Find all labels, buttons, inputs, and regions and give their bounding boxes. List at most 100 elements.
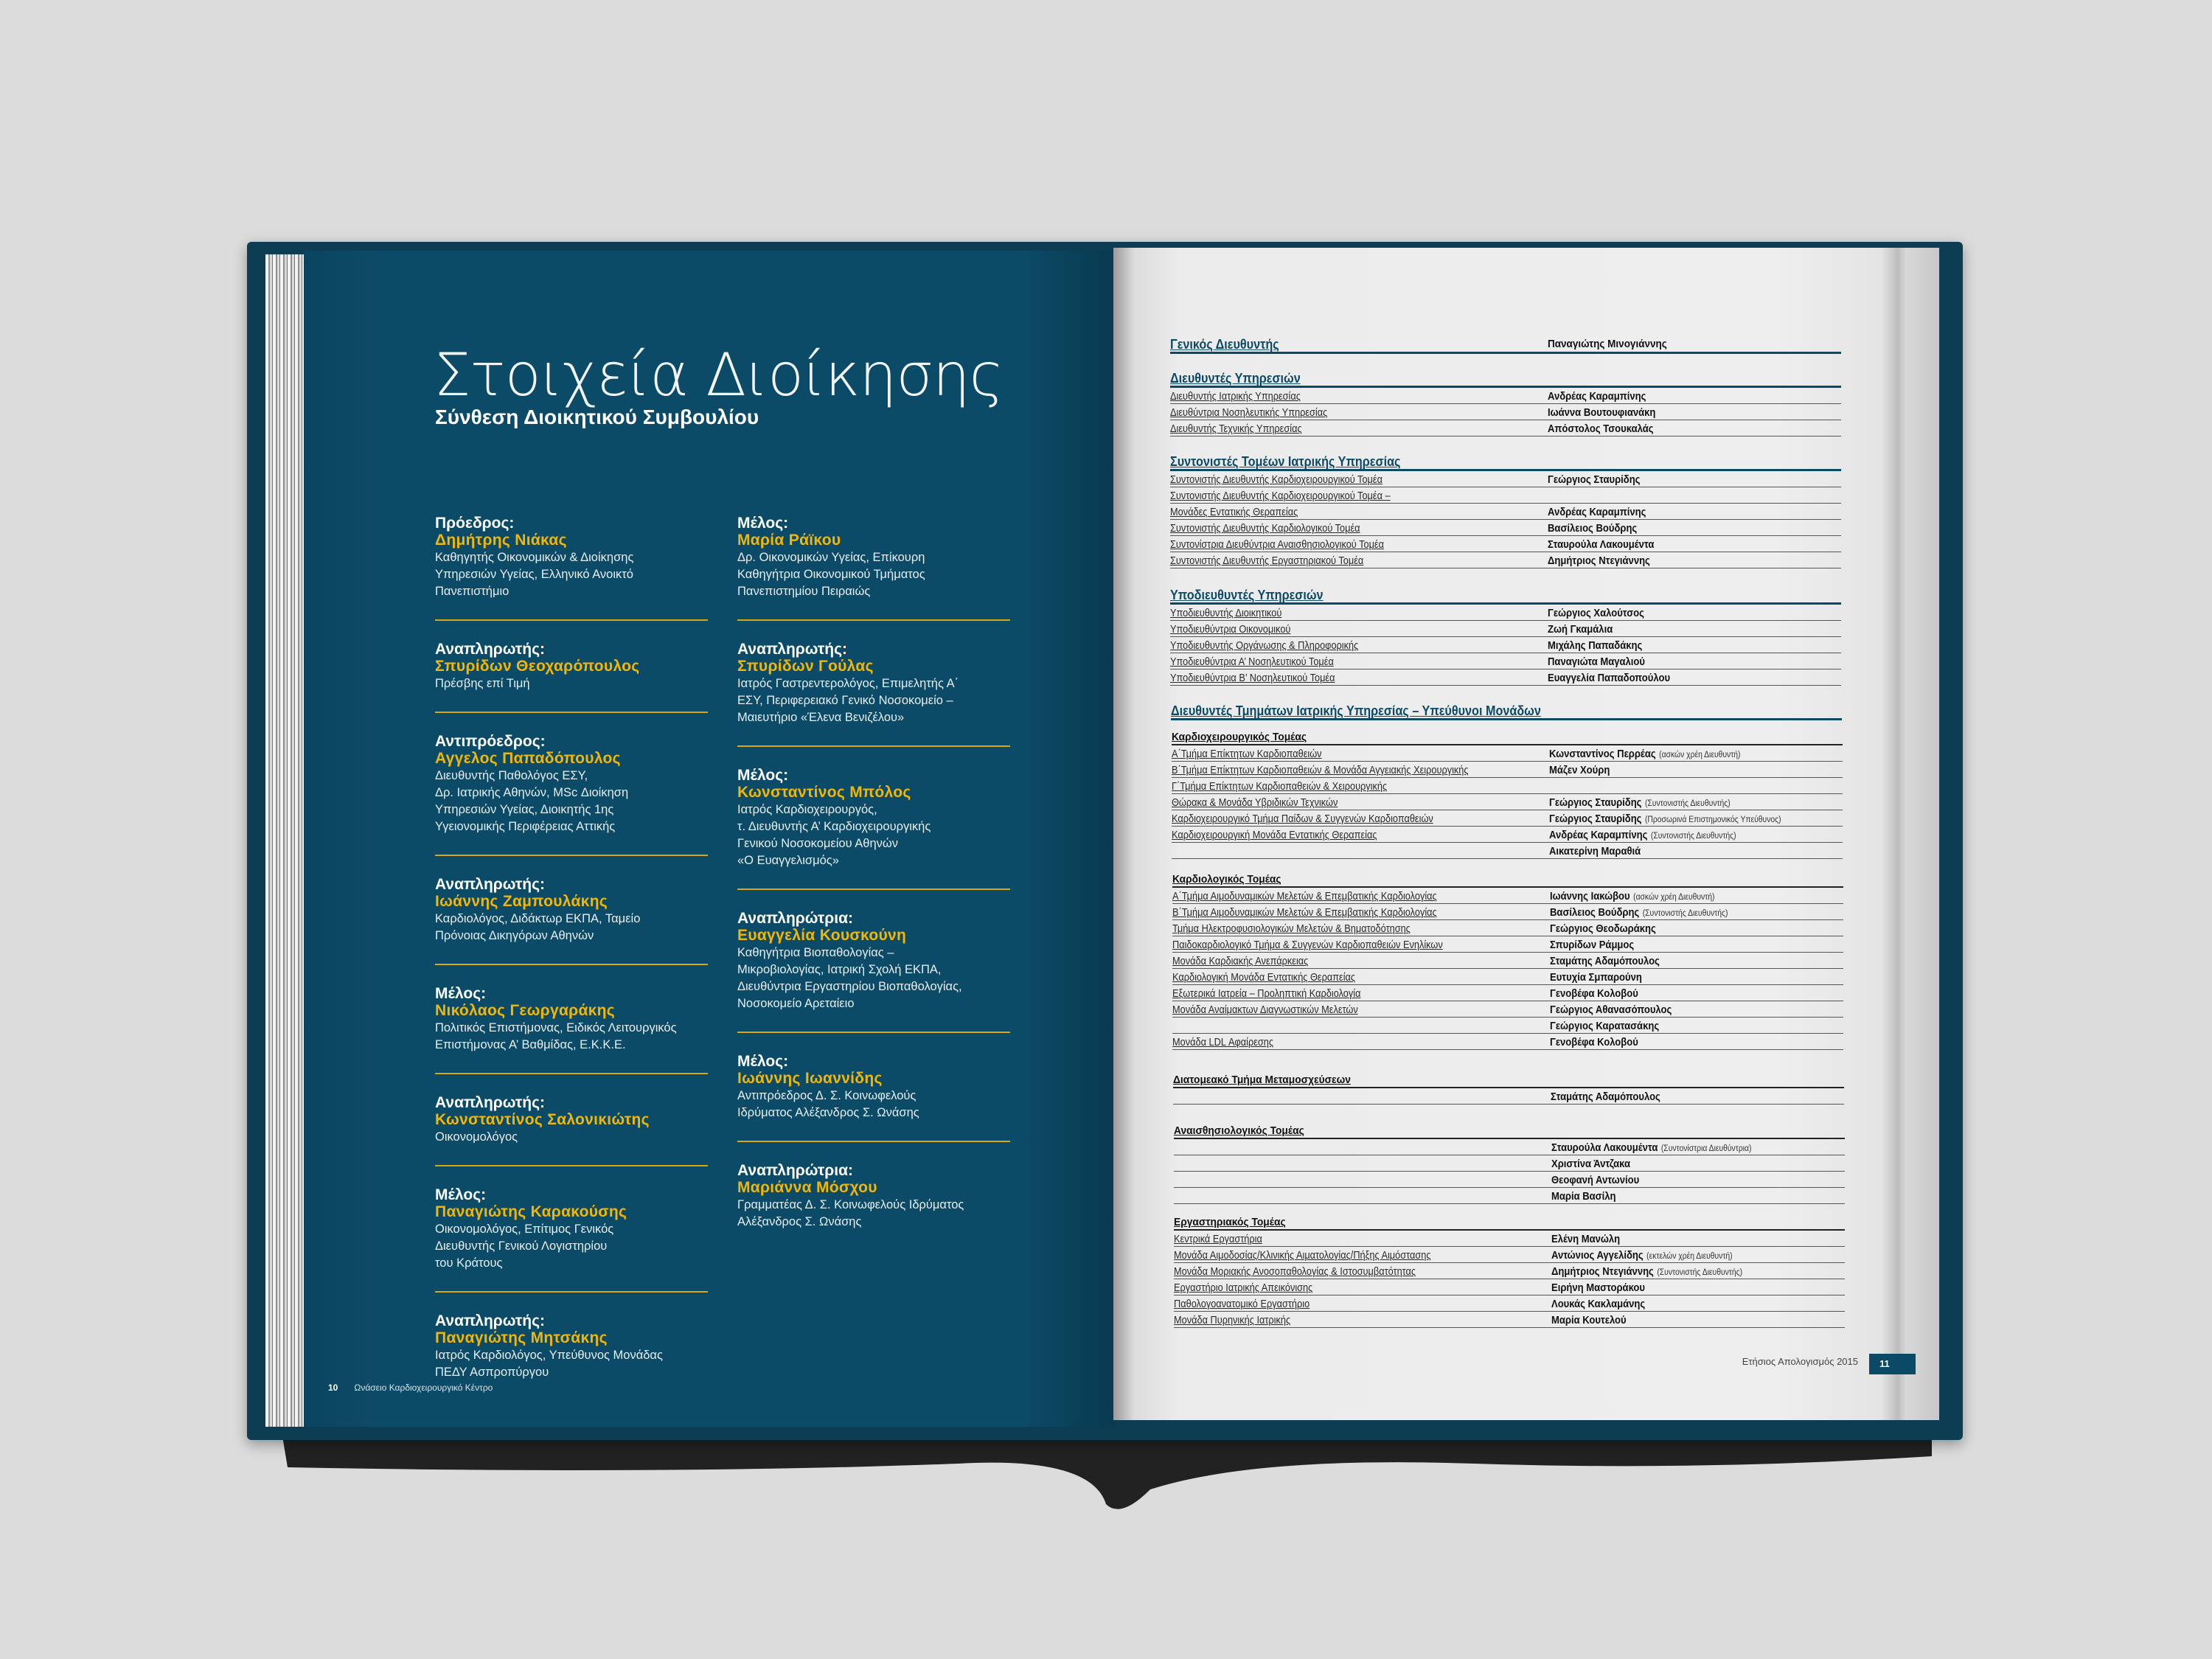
person-name: Θεοφανή Αντωνίου [1551, 1175, 1639, 1186]
person-name-text: Ελένη Μανώλη [1551, 1234, 1621, 1245]
left-page: Στοιχεία Διοίκησης Σύνθεση Διοικητικού Σ… [304, 251, 1115, 1427]
person-name-text: Κωνσταντίνος Περρέας [1549, 748, 1656, 760]
member-role: Αντιπρόεδρος: [435, 733, 546, 750]
member-name: Ιωάννης Ζαμπουλάκης [435, 893, 608, 910]
section-heading: Διευθυντές Υπηρεσιών [1170, 369, 1841, 388]
person-name-text: Λουκάς Κακλαμάνης [1551, 1298, 1646, 1310]
person-name-text: Γεώργιος Χαλούτσος [1548, 608, 1644, 619]
person-name-text: Σταμάτης Αδαμόπουλος [1551, 1091, 1660, 1103]
directory-section: Διευθυντές Υπηρεσιών Διευθυντής Ιατρικής … [1170, 369, 1841, 437]
position-label: Μονάδα LDL Αφαίρεσης [1172, 1037, 1274, 1048]
table-row: Συντονιστής Διευθυντής Καρδιοχειρουργικο… [1170, 471, 1841, 487]
person-name: Ανδρέας Καραμπίνης [1548, 507, 1646, 518]
section-title: Καρδιολογικός Τομέας [1172, 873, 1281, 886]
table-row: Καρδιοχειρουργική Μονάδα Εντατικής Θεραπ… [1172, 827, 1843, 843]
table-row: Συντονιστής Διευθυντής Καρδιοχειρουργικο… [1170, 487, 1841, 504]
board-member: Αναπληρώτρια: Μαριάννα Μόσχου Γραμματέας Δ… [737, 1162, 1010, 1250]
person-name: Γεώργιος Καρατασάκης [1550, 1020, 1659, 1032]
person-name-text: Δημήτριος Ντεγιάννης [1551, 1266, 1654, 1278]
position-label: Συντονιστής Διευθυντής Εργαστηριακού Τομ… [1170, 555, 1364, 567]
table-row: Συντονιστής Διευθυντής Καρδιολογικού Τομ… [1170, 520, 1841, 536]
table-row: Τμήμα Ηλεκτροφυσιολογικών Μελετών & Βημα… [1172, 920, 1843, 936]
member-description: Ιατρός Καρδιοχειρουργός, τ. Διευθυντής Α… [737, 803, 931, 867]
directory-section: Εργαστηριακός Τομέας Κεντρικά Εργαστήρια Ε… [1174, 1213, 1845, 1328]
member-name: Σπυρίδων Γούλας [737, 658, 874, 675]
person-name-text: Ανδρέας Καραμπίνης [1548, 391, 1646, 403]
table-row: Β΄Τμήμα Αιμοδυναμικών Μελετών & Επεμβατι… [1172, 904, 1843, 920]
page-number: 10 [328, 1382, 338, 1393]
directory-section: Καρδιοχειρουργικός Τομέας Α΄Τμήμα Επίκτητ… [1172, 728, 1843, 859]
page-title: Στοιχεία Διοίκησης [434, 341, 1004, 409]
position-label: Συντονιστής Διευθυντής Καρδιοχειρουργικο… [1170, 490, 1391, 502]
member-role: Αναπληρώτρια: [737, 1162, 854, 1179]
member-description: Οικονομολόγος, Επίτιμος Γενικός Διευθυντ… [435, 1222, 614, 1270]
person-name-text: Γενοβέφα Κολοβού [1550, 988, 1638, 1000]
table-row: Γεώργιος Καρατασάκης [1172, 1018, 1843, 1034]
table-row: Παιδοκαρδιολογικό Τμήμα & Συγγενών Καρδι… [1172, 936, 1843, 953]
section-heading: Υποδιευθυντές Υπηρεσιών [1170, 586, 1841, 605]
person-name-text: Σταυρούλα Λακουμέντα [1548, 539, 1655, 551]
member-description: Καθηγήτρια Βιοπαθολογίας – Μικροβιολογία… [737, 946, 962, 1010]
table-row: Μονάδες Εντατικής Θεραπείας Ανδρέας Καραμ… [1170, 504, 1841, 520]
table-row: Αικατερίνη Μαραθιά [1172, 843, 1843, 859]
right-page: Γενικός Διευθυντής Παναγιώτης Μινογιάννης… [1113, 248, 1939, 1420]
member-name: Ιωάννης Ιωαννίδης [737, 1070, 883, 1087]
person-name-text: Ιωάννα Βουτουφιανάκη [1548, 407, 1656, 419]
section-heading: Εργαστηριακός Τομέας [1174, 1213, 1845, 1231]
section-heading: Διευθυντές Τμημάτων Ιατρικής Υπηρεσίας –… [1171, 702, 1842, 720]
section-heading: Αναισθησιολογικός Τομέας [1174, 1121, 1845, 1139]
position-label: Μονάδα Πυρηνικής Ιατρικής [1174, 1315, 1291, 1326]
table-row: Μονάδα Αιμοδοσίας/Κλινικής Αιματολογίας/… [1174, 1247, 1845, 1263]
person-name: Σταμάτης Αδαμόπουλος [1551, 1091, 1660, 1103]
person-name: Βασίλειος Βούδρης (Συντονιστής Διευθυντής… [1550, 907, 1728, 919]
table-row: Παθολογοανατομικό Εργαστήριο Λουκάς Κακλα… [1174, 1295, 1845, 1312]
person-name-text: Αντώνιος Αγγελίδης [1551, 1250, 1644, 1262]
role-note: (Προσωρινά Επιστημονικός Υπεύθυνος) [1644, 815, 1781, 824]
position-label: Εξωτερικά Ιατρεία – Προληπτική Καρδιολογ… [1172, 988, 1361, 1000]
table-row: Υποδιευθυντής Οργάνωσης & Πληροφορικής Μι… [1170, 637, 1841, 653]
member-name: Δημήτρης Νιάκας [435, 532, 567, 549]
directory-section: Διατομεακό Τμήμα Μεταμοσχεύσεων Σταμάτης … [1173, 1071, 1844, 1105]
table-row: Μονάδα Καρδιακής Ανεπάρκειας Σταμάτης Αδα… [1172, 953, 1843, 969]
table-row: Καρδιοχειρουργικό Τμήμα Παίδων & Συγγενώ… [1172, 810, 1843, 827]
member-name: Ευαγγελία Κουσκούνη [737, 927, 907, 944]
table-row: Μονάδα Αναίμακτων Διαγνωστικών Μελετών Γε… [1172, 1001, 1843, 1018]
board-member: Αναπληρωτής: Ιωάννης Ζαμπουλάκης Καρδιολόγ… [435, 876, 708, 965]
section-heading: Γενικός Διευθυντής Παναγιώτης Μινογιάννης [1170, 335, 1841, 354]
member-name: Αγγελος Παπαδόπουλος [435, 750, 621, 767]
table-row: Υποδιευθυντής Διοικητικού Γεώργιος Χαλούτ… [1170, 605, 1841, 621]
person-name-text: Ειρήνη Μαστοράκου [1551, 1282, 1645, 1294]
position-label: Εργαστήριο Ιατρικής Απεικόνισης [1174, 1282, 1313, 1294]
footer-text: Ωνάσειο Καρδιοχειρουργικό Κέντρο [354, 1382, 493, 1393]
position-label: Μονάδες Εντατικής Θεραπείας [1170, 507, 1298, 518]
member-role: Μέλος: [737, 515, 789, 532]
position-label: Συντονιστής Διευθυντής Καρδιολογικού Τομ… [1170, 523, 1360, 535]
position-label: Διευθυντής Τεχνικής Υπηρεσίας [1170, 423, 1302, 435]
directory-section: Γενικός Διευθυντής Παναγιώτης Μινογιάννης [1170, 335, 1841, 354]
section-heading: Καρδιολογικός Τομέας [1172, 870, 1843, 888]
person-name: Ειρήνη Μαστοράκου [1551, 1282, 1645, 1294]
role-note: (Συντονιστής Διευθυντής) [1642, 909, 1728, 918]
section-heading: Διατομεακό Τμήμα Μεταμοσχεύσεων [1173, 1071, 1844, 1088]
directory-section: Διευθυντές Τμημάτων Ιατρικής Υπηρεσίας –… [1171, 702, 1842, 720]
person-name: Γεώργιος Αθανασόπουλος [1550, 1004, 1672, 1016]
person-name-text: Αικατερίνη Μαραθιά [1549, 846, 1641, 858]
person-name: Αικατερίνη Μαραθιά [1549, 846, 1641, 858]
section-title: Διατομεακό Τμήμα Μεταμοσχεύσεων [1173, 1074, 1351, 1086]
person-name: Ανδρέας Καραμπίνης [1548, 391, 1646, 403]
person-name: Γεώργιος Σταυρίδης (Προσωρινά Επιστημονικ… [1549, 813, 1781, 825]
section-title: Συντονιστές Τομέων Ιατρικής Υπηρεσίας [1170, 454, 1401, 469]
position-label: Συντονιστής Διευθυντής Καρδιοχειρουργικο… [1170, 474, 1382, 486]
board-column-1: Πρόεδρος: Δημήτρης Νιάκας Καθηγητής Οικονο… [435, 515, 708, 1420]
member-description: Γραμματέας Δ. Σ. Κοινωφελούς Ιδρύματος Α… [737, 1198, 964, 1228]
member-role: Αναπληρωτής: [435, 641, 546, 658]
board-member: Αντιπρόεδρος: Αγγελος Παπαδόπουλος Διευθυν… [435, 733, 708, 856]
board-member: Αναπληρωτής: Κωνσταντίνος Σαλονικιώτης Οικ… [435, 1094, 708, 1166]
table-row: Β΄Τμήμα Επίκτητων Καρδιοπαθειών & Μονάδα… [1172, 762, 1843, 778]
member-role: Πρόεδρος: [435, 515, 515, 532]
member-description: Πολιτικός Επιστήμονας, Ειδικός Λειτουργι… [435, 1021, 677, 1051]
section-title: Υποδιευθυντές Υπηρεσιών [1170, 588, 1324, 602]
table-row: Εξωτερικά Ιατρεία – Προληπτική Καρδιολογ… [1172, 985, 1843, 1001]
position-label: Β΄Τμήμα Αιμοδυναμικών Μελετών & Επεμβατι… [1172, 907, 1437, 919]
